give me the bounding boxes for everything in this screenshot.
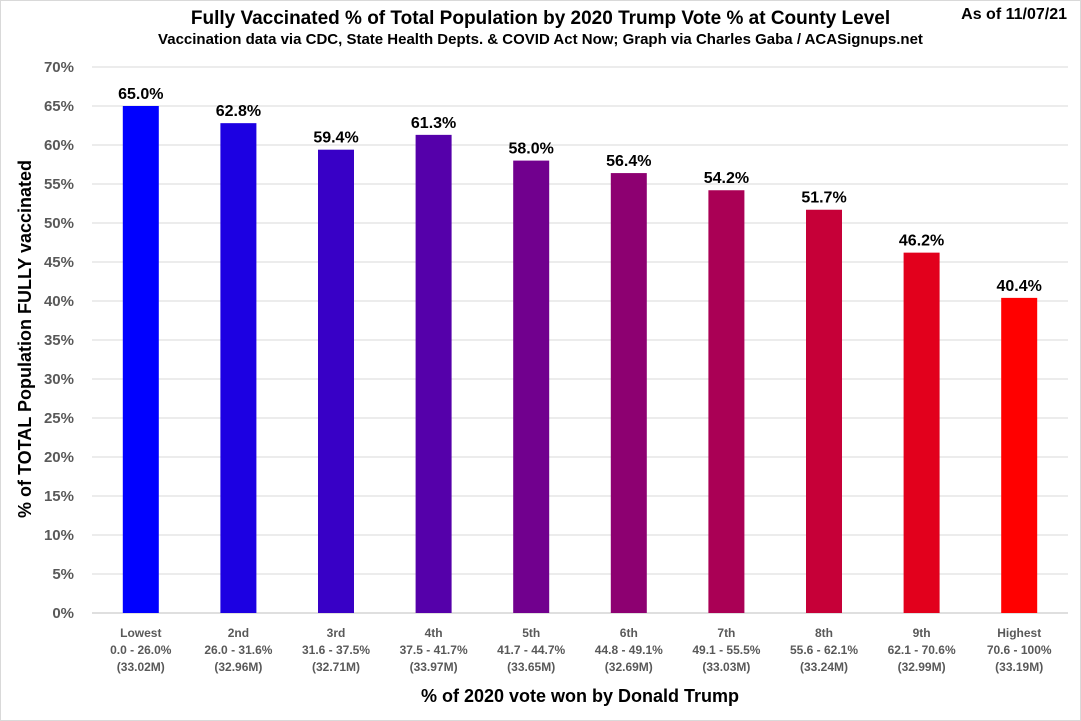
y-tick-label: 50% — [44, 215, 74, 232]
x-category-population: (33.19M) — [995, 660, 1043, 674]
bar — [122, 106, 159, 613]
data-label: 51.7% — [801, 190, 846, 207]
x-category-rank: 4th — [425, 626, 443, 640]
y-tick-label: 0% — [52, 605, 74, 622]
as-of-date: As of 11/07/21 — [961, 6, 1067, 23]
data-label: 46.2% — [899, 233, 944, 250]
x-category-population: (33.24M) — [800, 660, 848, 674]
x-category-population: (33.03M) — [702, 660, 750, 674]
x-category-range: 62.1 - 70.6% — [888, 643, 956, 657]
x-category-population: (32.96M) — [214, 660, 262, 674]
y-tick-label: 65% — [44, 98, 74, 115]
y-tick-label: 5% — [52, 566, 74, 583]
x-category-range: 0.0 - 26.0% — [110, 643, 172, 657]
y-tick-label: 70% — [44, 59, 74, 76]
x-axis-categories: Lowest 0.0 - 26.0% (33.02M) 2nd 26.0 - 31.6%… — [110, 626, 1052, 674]
y-tick-label: 60% — [44, 137, 74, 154]
y-tick-label: 35% — [44, 332, 74, 349]
x-category-range: 41.7 - 44.7% — [497, 643, 565, 657]
y-tick-label: 10% — [44, 527, 74, 544]
x-category-population: (33.65M) — [507, 660, 555, 674]
x-category-range: 44.8 - 49.1% — [595, 643, 663, 657]
y-tick-label: 45% — [44, 254, 74, 271]
data-labels: 65.0% 62.8% 59.4% 61.3% 58.0% 56.4% 54.2% 51.7%… — [118, 86, 1042, 295]
x-category-rank: 2nd — [228, 626, 249, 640]
bar — [415, 134, 452, 614]
x-category-rank: Highest — [997, 626, 1041, 640]
bar — [806, 209, 842, 614]
bar — [220, 123, 257, 613]
y-tick-label: 25% — [44, 410, 74, 427]
data-label: 40.4% — [997, 278, 1042, 295]
x-category-population: (33.02M) — [117, 660, 165, 674]
bar — [1001, 297, 1038, 613]
bar — [610, 173, 647, 613]
x-category-range: 55.6 - 62.1% — [790, 643, 858, 657]
y-tick-label: 40% — [44, 293, 74, 310]
x-category-range: 49.1 - 55.5% — [692, 643, 760, 657]
x-axis-title: % of 2020 vote won by Donald Trump — [421, 686, 739, 706]
y-tick-label: 55% — [44, 176, 74, 193]
x-category-range: 37.5 - 41.7% — [400, 643, 468, 657]
y-tick-label: 15% — [44, 488, 74, 505]
data-label: 56.4% — [606, 153, 651, 170]
x-category-range: 26.0 - 31.6% — [204, 643, 272, 657]
y-tick-label: 20% — [44, 449, 74, 466]
data-label: 65.0% — [118, 86, 163, 103]
x-category-rank: 6th — [620, 626, 638, 640]
data-label: 61.3% — [411, 115, 456, 132]
chart-subtitle: Vaccination data via CDC, State Health D… — [158, 31, 923, 48]
x-category-rank: 8th — [815, 626, 833, 640]
chart-title: Fully Vaccinated % of Total Population b… — [190, 8, 891, 29]
data-label: 54.2% — [704, 170, 749, 187]
x-category-rank: 3rd — [327, 626, 346, 640]
x-category-rank: 5th — [522, 626, 540, 640]
y-tick-label: 30% — [44, 371, 74, 388]
x-category-rank: Lowest — [120, 626, 161, 640]
x-category-range: 70.6 - 100% — [987, 643, 1052, 657]
bars — [122, 106, 1038, 614]
bar — [513, 160, 550, 613]
x-category-range: 31.6 - 37.5% — [302, 643, 370, 657]
bar — [708, 190, 745, 614]
x-category-rank: 7th — [717, 626, 735, 640]
x-category-rank: 9th — [913, 626, 931, 640]
bar — [318, 149, 354, 613]
y-axis-ticks: 0% 5% 10% 15% 20% 25% 30% 35% 40% 45% 50% 55% 60% 65%… — [44, 59, 74, 622]
x-category-population: (32.71M) — [312, 660, 360, 674]
x-category-population: (33.97M) — [410, 660, 458, 674]
x-category-population: (32.69M) — [605, 660, 653, 674]
data-label: 58.0% — [509, 141, 554, 158]
x-category-population: (32.99M) — [898, 660, 946, 674]
bar — [903, 252, 940, 613]
data-label: 59.4% — [313, 130, 358, 147]
y-axis-title: % of TOTAL Population FULLY vaccinated — [15, 160, 35, 518]
data-label: 62.8% — [216, 103, 261, 120]
